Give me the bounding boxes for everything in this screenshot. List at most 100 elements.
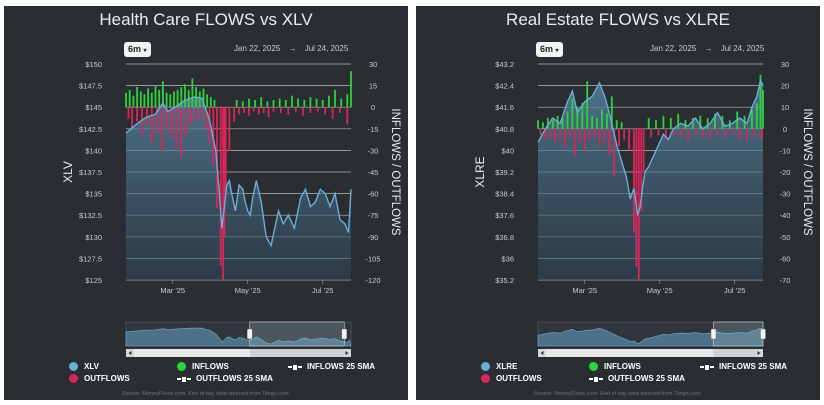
inflow-bar[interactable] <box>165 92 168 108</box>
outflow-bar[interactable] <box>549 128 552 138</box>
outflow-bar[interactable] <box>146 107 148 125</box>
outflow-bar[interactable] <box>709 128 711 140</box>
inflow-bar[interactable] <box>751 109 753 129</box>
inflow-bar[interactable] <box>158 89 161 108</box>
outflow-bar[interactable] <box>569 128 571 138</box>
inflow-bar[interactable] <box>297 98 299 108</box>
navigator-handle[interactable] <box>710 328 717 340</box>
outflow-bar[interactable] <box>650 128 652 138</box>
outflow-bar[interactable] <box>603 128 606 142</box>
navigator-handle[interactable] <box>247 328 253 340</box>
outflow-bar[interactable] <box>724 128 726 138</box>
inflow-bar[interactable] <box>169 94 172 108</box>
inflow-bar[interactable] <box>350 71 352 108</box>
outflow-bar[interactable] <box>746 128 748 142</box>
inflow-bar[interactable] <box>537 120 539 129</box>
outflow-bar[interactable] <box>665 128 667 140</box>
inflow-bar[interactable] <box>248 98 250 108</box>
outflow-bar[interactable] <box>238 107 240 115</box>
inflow-bar[interactable] <box>762 89 764 129</box>
inflow-bar[interactable] <box>272 100 275 108</box>
outflow-bar[interactable] <box>593 128 596 138</box>
outflow-bar[interactable] <box>753 128 756 138</box>
outflow-bar[interactable] <box>200 107 202 119</box>
inflow-bar[interactable] <box>162 81 164 108</box>
inflow-bar[interactable] <box>260 97 263 108</box>
inflow-bar[interactable] <box>206 94 208 108</box>
navigator-handle[interactable] <box>760 328 766 340</box>
outflow-bar[interactable] <box>195 107 197 122</box>
outflow-bar[interactable] <box>346 107 349 125</box>
inflow-bar[interactable] <box>586 81 589 129</box>
outflow-bar[interactable] <box>131 107 133 128</box>
legend-inflows[interactable]: INFLOWS <box>589 362 641 371</box>
inflow-bar[interactable] <box>591 115 593 129</box>
inflow-bar[interactable] <box>662 115 665 129</box>
inflow-bar[interactable] <box>132 95 135 108</box>
outflow-bar[interactable] <box>559 128 561 140</box>
outflow-bar[interactable] <box>679 128 682 138</box>
inflow-bar[interactable] <box>128 89 131 108</box>
legend-outflows[interactable]: OUTFLOWS <box>69 374 130 383</box>
outflow-bar[interactable] <box>294 107 297 112</box>
outflow-bar[interactable] <box>608 128 611 155</box>
inflow-bar[interactable] <box>546 118 549 129</box>
outflow-bar[interactable] <box>331 107 334 119</box>
range-dropdown-button[interactable]: 6m ▾ <box>124 42 151 57</box>
inflow-bar[interactable] <box>334 89 336 108</box>
outflow-bar[interactable] <box>127 107 130 119</box>
inflow-bar[interactable] <box>542 122 544 129</box>
outflow-bar[interactable] <box>233 107 236 122</box>
inflow-bar[interactable] <box>346 94 349 108</box>
inflow-bar[interactable] <box>340 98 343 108</box>
inflow-bar[interactable] <box>209 97 212 108</box>
inflow-bar[interactable] <box>150 92 153 108</box>
outflow-bar[interactable] <box>623 128 625 140</box>
scrollbar-track[interactable] <box>126 349 351 357</box>
inflow-bar[interactable] <box>213 100 216 108</box>
outflow-bar[interactable] <box>190 107 193 125</box>
inflow-bar[interactable] <box>699 115 702 129</box>
inflow-bar[interactable] <box>143 94 146 108</box>
inflow-bar[interactable] <box>147 88 149 108</box>
inflow-bar[interactable] <box>692 118 694 129</box>
inflow-bar[interactable] <box>173 91 175 108</box>
date-end[interactable]: Jul 24, 2025 <box>720 44 765 53</box>
inflow-bar[interactable] <box>291 95 293 108</box>
legend-price[interactable]: XLRE <box>481 362 517 371</box>
navigator-handle[interactable] <box>341 328 347 340</box>
outflow-bar[interactable] <box>141 107 143 136</box>
inflow-bar[interactable] <box>566 111 569 129</box>
inflow-bar[interactable] <box>714 113 716 129</box>
outflow-bar[interactable] <box>716 128 719 136</box>
outflow-bar[interactable] <box>228 107 231 151</box>
legend-outflows-sma[interactable]: OUTFLOWS 25 SMA <box>589 374 685 383</box>
outflow-bar[interactable] <box>760 128 763 140</box>
legend-outflows-sma[interactable]: OUTFLOWS 25 SMA <box>177 374 273 383</box>
outflow-bar[interactable] <box>324 107 327 115</box>
inflow-bar[interactable] <box>610 96 613 129</box>
legend-inflows-sma[interactable]: INFLOWS 25 SMA <box>288 362 375 371</box>
outflow-bar[interactable] <box>642 128 645 172</box>
inflow-bar[interactable] <box>198 91 201 108</box>
outflow-bar[interactable] <box>618 128 620 147</box>
outflow-bar[interactable] <box>155 107 158 134</box>
outflow-bar[interactable] <box>223 107 226 237</box>
outflow-bar[interactable] <box>578 128 581 142</box>
outflow-bar[interactable] <box>280 107 282 113</box>
outflow-bar[interactable] <box>694 128 697 136</box>
inflow-bar[interactable] <box>328 95 330 108</box>
outflow-bar[interactable] <box>262 107 265 113</box>
outflow-bar[interactable] <box>544 128 547 140</box>
inflow-bar[interactable] <box>759 74 762 129</box>
legend-price[interactable]: XLV <box>69 362 99 371</box>
inflow-bar[interactable] <box>202 88 205 108</box>
inflow-bar[interactable] <box>606 113 608 129</box>
outflow-bar[interactable] <box>243 107 245 113</box>
inflow-bar[interactable] <box>620 122 623 129</box>
inflow-bar[interactable] <box>139 91 142 108</box>
outflow-bar[interactable] <box>574 128 576 155</box>
outflow-bar[interactable] <box>539 128 542 136</box>
inflow-bar[interactable] <box>136 87 138 108</box>
inflow-bar[interactable] <box>615 120 618 129</box>
